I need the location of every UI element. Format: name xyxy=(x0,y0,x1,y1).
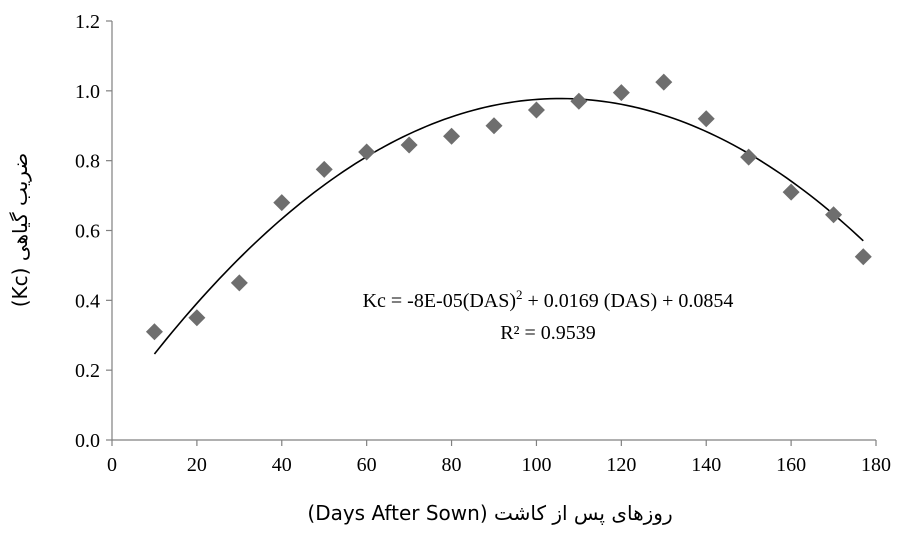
x-tick-label: 0 xyxy=(107,454,117,476)
data-point xyxy=(485,117,503,135)
equation-suffix: + 0.0169 (DAS) + 0.0854 xyxy=(523,290,734,312)
x-tick-label: 180 xyxy=(861,454,891,476)
x-tick-label: 40 xyxy=(272,454,292,476)
y-tick-label: 0.8 xyxy=(75,151,100,173)
x-tick-label: 140 xyxy=(691,454,721,476)
y-tick-label: 1.0 xyxy=(75,81,100,103)
x-axis-title: روزهای پس از کاشت (Days After Sown) xyxy=(307,501,672,526)
r-squared-label: R² = 0.9539 xyxy=(500,322,596,344)
x-tick-label: 120 xyxy=(606,454,636,476)
data-point xyxy=(854,248,872,266)
data-point xyxy=(273,194,291,212)
data-point xyxy=(697,110,715,128)
y-tick-label: 0.2 xyxy=(75,360,100,382)
data-point xyxy=(527,101,545,119)
y-tick-label: 0.0 xyxy=(75,430,100,452)
y-axis-title: ضریب گیاهی (Kc) xyxy=(8,153,32,308)
data-point xyxy=(188,309,206,327)
y-tick-label: 0.4 xyxy=(75,290,100,312)
equation-prefix: Kc = -8E-05(DAS) xyxy=(363,290,516,312)
data-point xyxy=(825,206,843,224)
x-tick-label: 160 xyxy=(776,454,806,476)
x-tick-label: 20 xyxy=(187,454,207,476)
y-axis-ticks: 0.0 0.2 0.4 0.6 0.8 1.0 1.2 xyxy=(75,11,112,452)
x-axis-ticks: 0 20 40 60 80 100 120 140 160 180 xyxy=(107,440,891,476)
trendline xyxy=(153,97,864,355)
x-tick-label: 100 xyxy=(521,454,551,476)
y-tick-label: 1.2 xyxy=(75,11,100,33)
x-tick-label: 60 xyxy=(357,454,377,476)
trendline-equation: Kc = -8E-05(DAS)2 + 0.0169 (DAS) + 0.085… xyxy=(363,287,734,312)
data-point xyxy=(655,73,673,91)
x-tick-label: 80 xyxy=(442,454,462,476)
data-point xyxy=(782,183,800,201)
data-point xyxy=(145,323,163,341)
data-point xyxy=(740,148,758,166)
y-tick-label: 0.6 xyxy=(75,221,100,243)
equation-exponent: 2 xyxy=(516,287,523,302)
data-point xyxy=(230,274,248,292)
data-point xyxy=(443,127,461,145)
data-point xyxy=(358,143,376,161)
data-point xyxy=(315,160,333,178)
data-point xyxy=(400,136,418,154)
data-point xyxy=(612,84,630,102)
data-point xyxy=(570,92,588,110)
data-points xyxy=(145,73,872,341)
